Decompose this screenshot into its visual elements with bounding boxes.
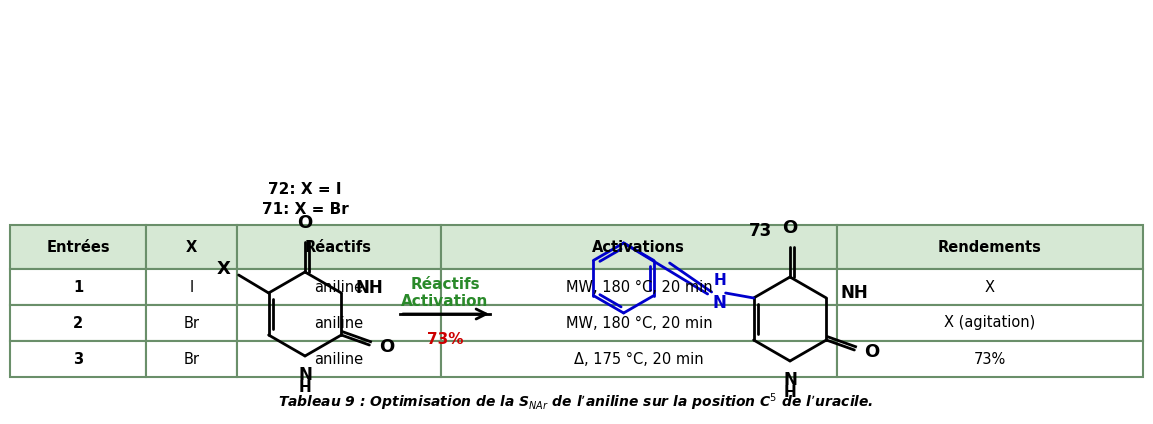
Bar: [146, 305, 236, 341]
Bar: [146, 269, 236, 305]
Text: MW, 180 °C, 20 min: MW, 180 °C, 20 min: [565, 315, 713, 330]
Text: 71: X = Br: 71: X = Br: [262, 202, 348, 217]
Text: O: O: [379, 338, 394, 356]
Text: aniline: aniline: [314, 351, 363, 366]
Text: aniline: aniline: [314, 279, 363, 295]
Bar: [236, 305, 440, 341]
Text: X: X: [985, 279, 995, 295]
Text: 1: 1: [73, 279, 83, 295]
Text: Activation: Activation: [401, 294, 489, 309]
Text: 2: 2: [73, 315, 83, 330]
Text: Tableau 9 : Optimisation de la S$_{\mathit{NAr}}$ de l’aniline sur la position C: Tableau 9 : Optimisation de la S$_{\math…: [278, 391, 874, 413]
Bar: [837, 305, 1143, 341]
Bar: [236, 269, 440, 305]
Text: 3: 3: [73, 351, 83, 366]
Text: Br: Br: [183, 315, 199, 330]
Bar: [837, 225, 1143, 269]
Bar: [837, 341, 1143, 377]
Text: I: I: [189, 279, 194, 295]
Text: Réactifs: Réactifs: [306, 240, 372, 254]
Bar: [236, 341, 440, 377]
Text: 73%: 73%: [974, 351, 1007, 366]
Text: O: O: [783, 219, 798, 237]
Text: 72: X = I: 72: X = I: [269, 182, 341, 197]
Text: O: O: [865, 343, 880, 361]
Text: Réactifs: Réactifs: [410, 277, 480, 292]
Text: 73: 73: [748, 222, 771, 240]
Bar: [10, 269, 146, 305]
Bar: [440, 225, 837, 269]
Text: X: X: [217, 260, 231, 278]
Text: Br: Br: [183, 351, 199, 366]
Text: MW, 180 °C, 20 min: MW, 180 °C, 20 min: [565, 279, 713, 295]
Text: O: O: [297, 214, 312, 232]
Text: Activations: Activations: [593, 240, 685, 254]
Text: N: N: [299, 366, 312, 384]
Text: H: H: [299, 380, 311, 395]
Text: 73%: 73%: [427, 332, 464, 347]
Bar: [440, 341, 837, 377]
Bar: [236, 225, 440, 269]
Text: Rendements: Rendements: [939, 240, 1042, 254]
Text: H: H: [784, 385, 797, 400]
Text: N: N: [783, 371, 797, 389]
Bar: [146, 341, 236, 377]
Text: Entrées: Entrées: [46, 240, 110, 254]
Text: NH: NH: [841, 284, 868, 302]
Bar: [10, 305, 146, 341]
Text: X (agitation): X (agitation): [944, 315, 1035, 330]
Bar: [440, 305, 837, 341]
Text: Δ, 175 °C, 20 min: Δ, 175 °C, 20 min: [574, 351, 703, 366]
Text: N: N: [713, 294, 726, 312]
Bar: [10, 225, 146, 269]
Bar: [440, 269, 837, 305]
Text: NH: NH: [355, 279, 383, 297]
Bar: [146, 225, 236, 269]
Bar: [837, 269, 1143, 305]
Text: H: H: [714, 273, 726, 288]
Text: X: X: [186, 240, 197, 254]
Bar: [10, 341, 146, 377]
Text: aniline: aniline: [314, 315, 363, 330]
